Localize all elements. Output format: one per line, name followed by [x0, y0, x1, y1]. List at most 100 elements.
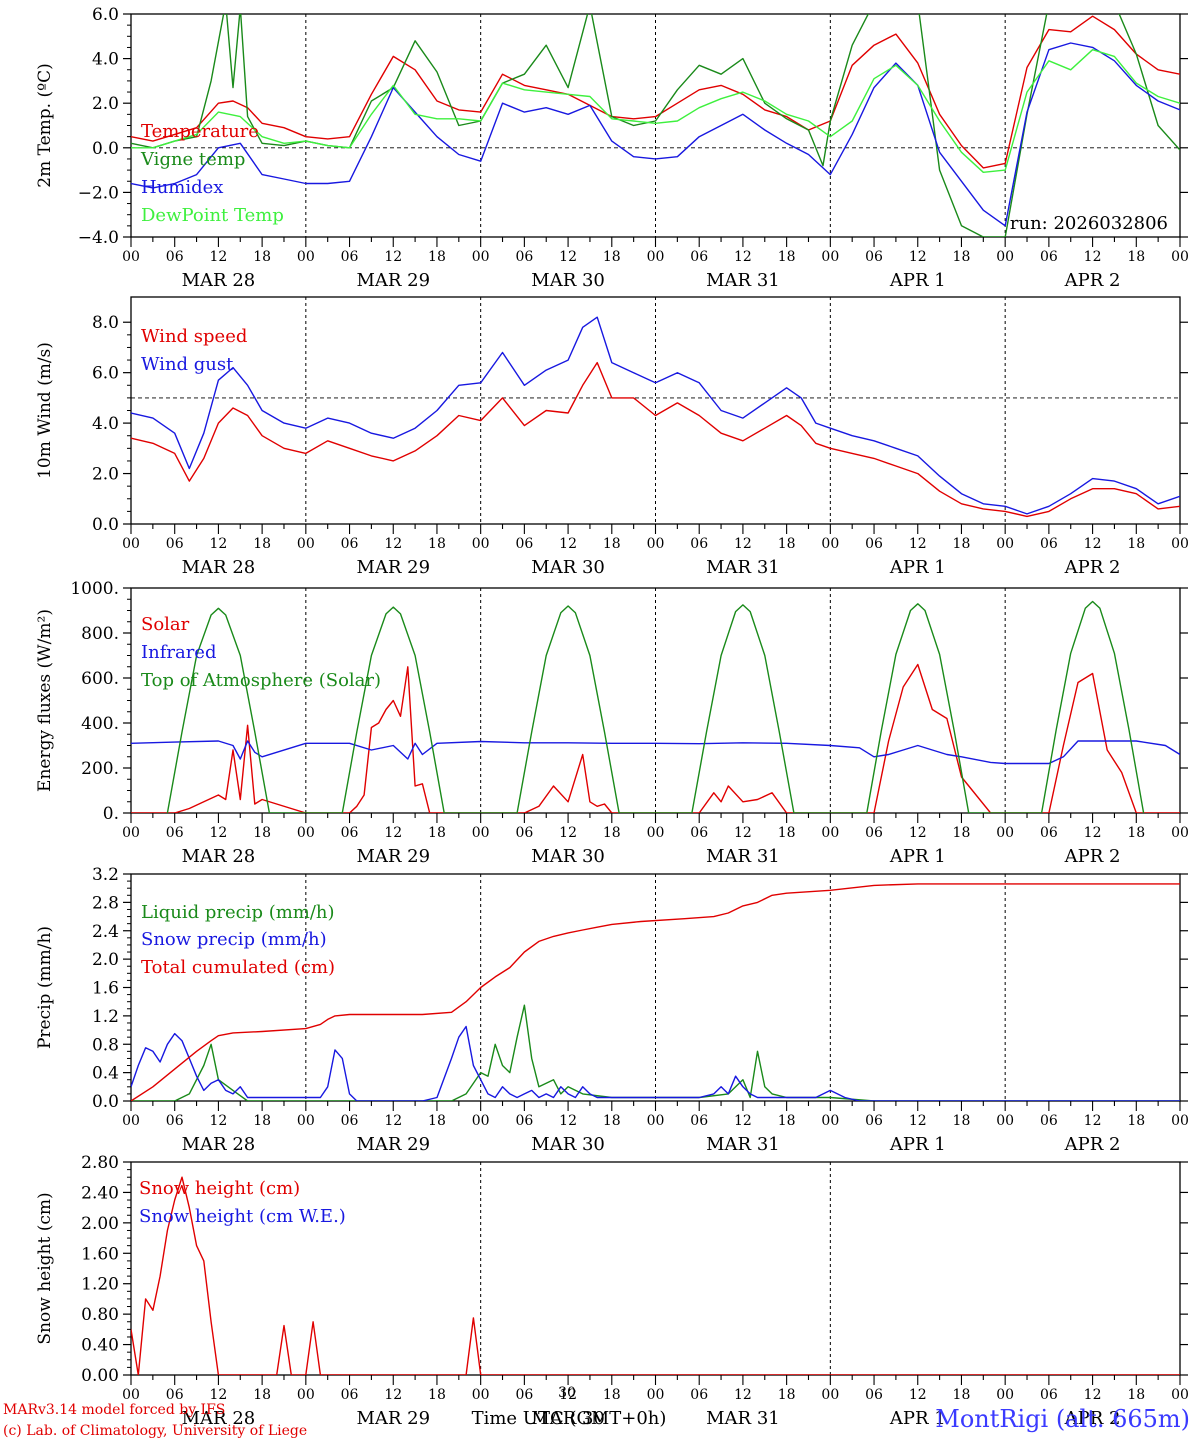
x-tick-label: 12: [384, 249, 402, 265]
x-tick-label: 00: [297, 825, 315, 841]
x-tick-label: 12: [734, 1387, 752, 1403]
day-label: APR 2: [1064, 846, 1121, 867]
x-tick-label: 18: [953, 536, 971, 552]
x-tick-label: 12: [559, 825, 577, 841]
x-tick-label: 18: [428, 536, 446, 552]
x-tick-label: 18: [778, 825, 796, 841]
y-tick-label: 2.00: [81, 1214, 119, 1234]
legend-entry: Snow height (cm): [139, 1178, 300, 1199]
y-tick-label: 2.8: [92, 893, 119, 913]
x-tick-label: 00: [647, 1113, 665, 1129]
x-tick-label: 18: [253, 249, 271, 265]
x-tick-label: 00: [472, 249, 490, 265]
x-tick-label: 18: [253, 1387, 271, 1403]
x-tick-label: 12: [1084, 1387, 1102, 1403]
x-tick-label: 18: [1127, 1387, 1145, 1403]
y-tick-label: 1.6: [92, 979, 119, 999]
x-tick-label: 12: [559, 1113, 577, 1129]
x-tick-label: 06: [515, 825, 533, 841]
x-tick-label: 06: [166, 1387, 184, 1403]
day-label: MAR 29: [356, 557, 430, 578]
day-label: APR 1: [889, 1408, 946, 1429]
x-tick-label: 06: [865, 536, 883, 552]
x-tick-label: 18: [778, 1113, 796, 1129]
day-label: APR 2: [1064, 270, 1121, 291]
y-tick-label: 2.4: [92, 922, 119, 942]
x-tick-label: 06: [1040, 249, 1058, 265]
series-line-total-cumulated-cm-: [131, 883, 1180, 1101]
day-label: MAR 28: [182, 1408, 256, 1429]
day-label: MAR 30: [531, 1134, 605, 1155]
x-tick-label: 00: [647, 249, 665, 265]
day-label: APR 2: [1064, 557, 1121, 578]
legend-entry: Infrared: [141, 642, 216, 663]
station-name: MontRigi (alt. 665m): [935, 1405, 1190, 1433]
legend-entry: Total cumulated (cm): [141, 957, 335, 978]
y-tick-label: 1000.: [70, 579, 119, 599]
y-tick-label: 800.: [81, 624, 119, 644]
x-tick-label: 12: [1084, 825, 1102, 841]
x-tick-label: 00: [1171, 249, 1189, 265]
x-tick-label: 06: [341, 536, 359, 552]
x-tick-label: 00: [1171, 825, 1189, 841]
x-tick-label: 18: [603, 536, 621, 552]
x-tick-label: 00: [996, 1113, 1014, 1129]
legend-entry: Liquid precip (mm/h): [141, 902, 335, 923]
x-tick-label: 18: [953, 249, 971, 265]
x-tick-label: 18: [253, 825, 271, 841]
y-tick-label: 400.: [81, 714, 119, 734]
x-tick-label: 00: [996, 1387, 1014, 1403]
x-tick-label: 00: [1171, 1113, 1189, 1129]
day-label: MAR 28: [182, 557, 256, 578]
y-tick-label: 0.8: [92, 1035, 119, 1055]
y-tick-label: 0.: [103, 804, 119, 824]
x-tick-label: 12: [1084, 249, 1102, 265]
y-tick-label: −4.0: [78, 228, 119, 248]
x-tick-label: 12: [734, 1113, 752, 1129]
x-tick-label: 18: [778, 536, 796, 552]
x-tick-label: 18: [1127, 249, 1145, 265]
x-tick-label: 12: [909, 1387, 927, 1403]
x-tick-label: 12: [210, 825, 228, 841]
x-tick-label: 18: [253, 536, 271, 552]
x-tick-label: 00: [1171, 1387, 1189, 1403]
y-axis-label: 10m Wind (m/s): [35, 342, 55, 479]
x-tick-label: 18: [603, 249, 621, 265]
legend-entry: Snow precip (mm/h): [141, 929, 327, 950]
x-tick-label: 00: [122, 536, 140, 552]
x-tick-label: 00: [297, 249, 315, 265]
legend-entry: Solar: [141, 614, 190, 635]
x-tick-label: 06: [166, 249, 184, 265]
x-tick-label: 12: [909, 249, 927, 265]
x-tick-label: 00: [122, 1113, 140, 1129]
series-line-infrared: [131, 740, 1180, 765]
x-tick-label: 00: [297, 536, 315, 552]
x-tick-label: 06: [166, 536, 184, 552]
y-tick-label: 2.80: [81, 1153, 119, 1173]
day-label: MAR 29: [356, 1408, 430, 1429]
series-line-temperature: [131, 15, 1180, 169]
y-tick-label: 0.0: [92, 139, 119, 159]
x-tick-label: 12: [210, 1113, 228, 1129]
day-label: MAR 28: [182, 270, 256, 291]
x-tick-label: 12: [210, 536, 228, 552]
y-tick-label: 3.2: [92, 865, 119, 885]
y-tick-label: 2.0: [92, 465, 119, 485]
x-tick-label: 06: [515, 249, 533, 265]
x-tick-label: 00: [122, 825, 140, 841]
day-label: MAR 29: [356, 846, 430, 867]
x-axis-title: Time UTC (GMT+0h): [472, 1408, 667, 1429]
x-tick-label: 06: [515, 1113, 533, 1129]
x-tick-label: 00: [297, 1387, 315, 1403]
x-tick-label: 06: [690, 536, 708, 552]
day-label: MAR 28: [182, 846, 256, 867]
day-label: MAR 30: [531, 1408, 605, 1429]
x-extra-label: 30: [558, 1385, 576, 1401]
series-line-vigne-temp: [131, 14, 1180, 237]
x-tick-label: 12: [734, 825, 752, 841]
x-tick-label: 00: [472, 1113, 490, 1129]
x-tick-label: 18: [778, 249, 796, 265]
y-tick-label: 4.0: [92, 414, 119, 434]
x-tick-label: 12: [384, 536, 402, 552]
x-tick-label: 18: [778, 1387, 796, 1403]
